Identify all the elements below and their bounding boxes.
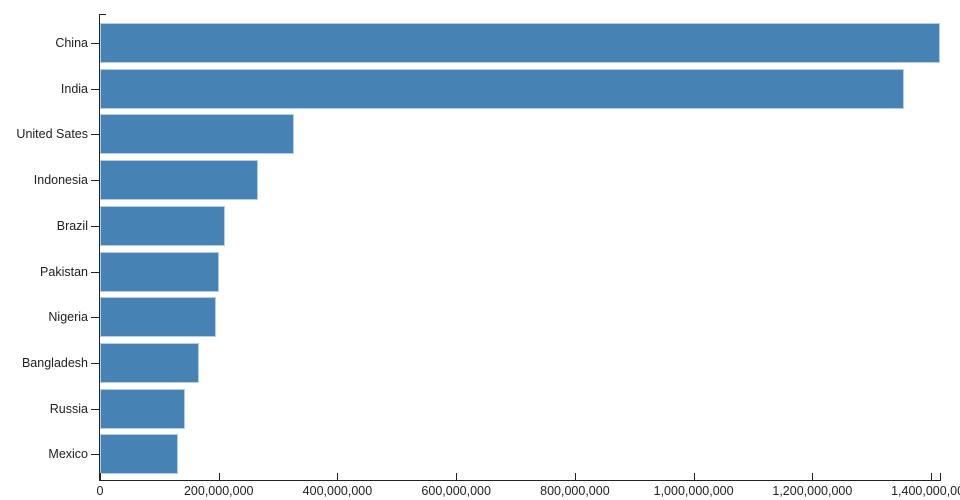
- y-axis-tick: [91, 43, 99, 44]
- x-axis-tick: [100, 473, 101, 481]
- y-axis-tick: [91, 225, 99, 227]
- x-axis-tick: [812, 473, 814, 481]
- y-axis-label: Pakistan: [40, 264, 88, 279]
- bar-russia: [100, 388, 186, 429]
- y-axis-tick: [91, 271, 99, 273]
- y-axis-label: Mexico: [48, 447, 88, 462]
- y-axis-label: Bangladesh: [21, 355, 88, 370]
- bar-united-sates: [100, 114, 294, 155]
- y-axis-label: Indonesia: [33, 173, 88, 188]
- x-axis-tick: [693, 473, 695, 481]
- y-axis-label: India: [60, 81, 88, 96]
- x-axis-tick: [574, 473, 576, 481]
- y-axis-tick: [91, 134, 99, 136]
- x-axis-tick-label: 1,200,000,000: [772, 484, 853, 498]
- y-axis-tick: [91, 408, 99, 410]
- x-axis-tick-label: 800,000,000: [540, 484, 610, 498]
- x-axis-tick-label: 400,000,000: [302, 484, 373, 498]
- x-axis-tick: [218, 473, 220, 481]
- x-axis-domain-line: [99, 480, 941, 481]
- y-axis-domain-line: [99, 14, 100, 481]
- bar-pakistan: [100, 251, 220, 292]
- x-axis-tick-label: 1,000,000,000: [653, 484, 734, 498]
- bar-brazil: [100, 205, 226, 246]
- y-axis-tick: [91, 317, 99, 319]
- x-axis-tick-label: 1,400,000,000: [891, 484, 960, 498]
- y-axis-tick: [91, 454, 99, 456]
- x-axis-tick-label: 600,000,000: [421, 484, 491, 498]
- x-axis-tick: [456, 473, 458, 481]
- bar-india: [100, 68, 904, 109]
- y-axis-label: Brazil: [56, 218, 88, 233]
- y-axis-top-cap: [99, 14, 106, 15]
- x-axis-tick: [931, 473, 933, 481]
- bar-nigeria: [100, 297, 217, 338]
- y-axis-label: Nigeria: [48, 310, 88, 325]
- x-axis-tick-label: 0: [96, 484, 104, 498]
- y-axis-tick: [91, 180, 99, 182]
- x-axis-tick-label: 200,000,000: [183, 484, 254, 498]
- y-axis-label: United Sates: [16, 127, 88, 142]
- x-axis-end-cap: [940, 473, 941, 481]
- x-axis-tick: [337, 473, 339, 481]
- bar-mexico: [100, 434, 178, 475]
- y-axis-label: China: [55, 36, 88, 50]
- y-axis-label: Russia: [49, 401, 88, 416]
- bar-china: [100, 23, 940, 63]
- bar-bangladesh: [100, 342, 199, 383]
- y-axis-tick: [91, 362, 99, 364]
- y-axis-tick: [91, 88, 99, 90]
- bar-indonesia: [100, 160, 259, 201]
